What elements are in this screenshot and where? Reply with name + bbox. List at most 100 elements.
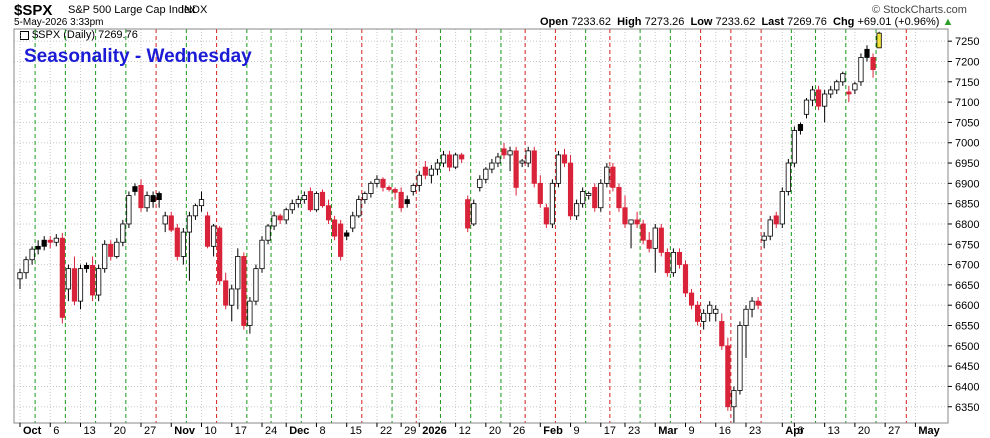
- candle: [83, 262, 90, 273]
- candle-body: [162, 215, 168, 225]
- candle: [229, 284, 235, 322]
- candle-body: [235, 256, 241, 290]
- candle: [198, 191, 205, 212]
- candle-body: [422, 166, 428, 176]
- x-tick-label: 20: [858, 425, 870, 437]
- candle: [761, 232, 767, 249]
- candle-body: [313, 193, 320, 211]
- candle-body: [555, 154, 562, 184]
- candle-body: [658, 227, 664, 253]
- candle: [828, 85, 834, 99]
- candle: [701, 309, 707, 330]
- candle: [549, 179, 556, 229]
- x-tick-label: 16: [719, 425, 731, 437]
- candle-body: [83, 264, 90, 270]
- x-tick-label: Nov: [174, 425, 196, 437]
- candle: [465, 195, 471, 233]
- candle-body: [495, 156, 501, 164]
- candle: [313, 191, 320, 212]
- candle-body: [325, 205, 332, 221]
- candle: [495, 152, 501, 168]
- candle-body: [513, 150, 519, 188]
- candle: [253, 264, 259, 306]
- candle-body: [761, 235, 767, 241]
- candle-body: [71, 268, 78, 302]
- candle: [350, 211, 356, 233]
- low-value: 7233.62: [715, 16, 756, 28]
- grid: [14, 29, 948, 423]
- candle: [392, 187, 398, 200]
- candle-body: [150, 195, 156, 203]
- watermark: © StockCharts.com: [872, 4, 967, 16]
- open-value: 7233.62: [571, 16, 611, 28]
- candle: [646, 232, 652, 253]
- candle: [434, 158, 441, 176]
- candle: [797, 122, 804, 135]
- high-label: High: [617, 16, 642, 28]
- candle: [767, 215, 773, 241]
- candle: [731, 386, 737, 423]
- candle-body: [822, 93, 828, 107]
- candle: [35, 240, 41, 255]
- candle-body: [29, 248, 35, 261]
- candle-body: [471, 203, 477, 225]
- candle: [519, 158, 525, 168]
- candle: [809, 85, 816, 107]
- candle: [90, 256, 96, 302]
- candle: [803, 98, 810, 119]
- candle: [404, 195, 410, 208]
- open-label: Open: [540, 16, 569, 28]
- candle-body: [410, 184, 416, 192]
- candle: [102, 240, 108, 273]
- candle: [325, 199, 332, 224]
- candle: [483, 167, 489, 184]
- candle: [319, 189, 326, 208]
- candle-body: [180, 231, 186, 257]
- candle: [338, 219, 344, 261]
- y-tick-label: 6800: [955, 219, 979, 231]
- candle-body: [489, 162, 495, 170]
- x-tick-label: 23: [628, 425, 640, 437]
- candle-body: [809, 89, 816, 101]
- y-tick-label: 6600: [955, 300, 979, 312]
- candle-body: [525, 150, 531, 164]
- candle: [858, 53, 864, 86]
- candle-body: [501, 148, 507, 156]
- candle-body: [362, 193, 368, 200]
- candle-body: [731, 390, 737, 408]
- candle: [114, 238, 120, 259]
- candle: [344, 230, 350, 241]
- candle-body: [295, 199, 301, 205]
- candle: [217, 226, 223, 285]
- candle: [561, 148, 568, 168]
- candle-body: [664, 252, 670, 274]
- candle-body: [374, 178, 380, 184]
- candle: [822, 89, 828, 123]
- x-tick-label: Apr: [785, 425, 805, 437]
- candle-body: [719, 321, 725, 347]
- y-tick-label: 7050: [955, 117, 979, 129]
- candle-body: [713, 308, 719, 314]
- candle: [616, 183, 622, 212]
- x-tick-label: 27: [144, 425, 156, 437]
- candle-body: [840, 73, 846, 83]
- candle-body: [440, 154, 447, 164]
- candle: [331, 215, 338, 241]
- candle-body: [622, 207, 628, 225]
- y-tick-label: 6700: [955, 260, 979, 272]
- candle-body: [241, 256, 247, 326]
- x-tick-label: 13: [828, 425, 840, 437]
- candle-body: [846, 91, 852, 95]
- chg-label: Chg: [833, 16, 855, 28]
- candle: [77, 264, 84, 310]
- candle: [398, 187, 404, 212]
- candle-body: [217, 227, 223, 282]
- candle: [622, 195, 628, 229]
- candle-body: [59, 237, 65, 318]
- candle-body: [828, 89, 834, 95]
- x-tick-label: 6: [53, 425, 59, 437]
- x-tick-label: 15: [350, 425, 362, 437]
- x-tick-label: 20: [114, 425, 126, 437]
- candle: [96, 264, 102, 302]
- candle: [356, 195, 362, 218]
